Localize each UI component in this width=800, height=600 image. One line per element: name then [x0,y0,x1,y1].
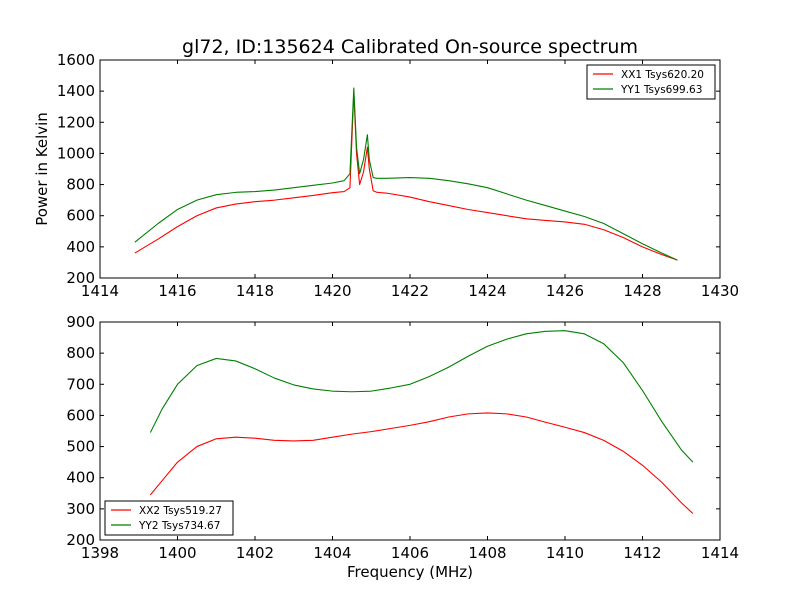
plots: 1414 1416 1418 1420 1422 1424 1426 1428 1430 200 4… [33,51,739,581]
subplot-1-series-group [134,87,678,261]
subplot-2-xtick-label-1: 1400 [158,544,196,562]
subplot-2-legend-frame [104,500,234,536]
subplot-1: 1414 1416 1418 1420 1422 1424 1426 1428 1430 200 4… [33,51,739,300]
subplot-1-xtick-label-5: 1424 [468,282,506,300]
subplot-2-xtick-label-2: 1402 [236,544,274,562]
subplot-1-legend-label-1: XX1 Tsys620.20 [621,69,704,81]
subplot-2-xtick-label-7: 1412 [623,544,661,562]
subplot-1-ytick-label-1: 400 [66,238,95,256]
subplot-2-xtick-label-3: 1404 [313,544,351,562]
subplot-2-legend: XX2 Tsys519.27 YY2 Tsys734.67 [104,500,234,536]
subplot-2-series-line-2 [149,330,694,463]
subplot-2-legend-label-1: XX2 Tsys519.27 [139,505,222,517]
subplot-1-ytick-label-0: 200 [66,269,95,287]
subplot-1-legend-label-2: YY1 Tsys699.63 [620,84,702,96]
subplot-2-series-group [149,330,694,514]
subplot-2-xtick-label-0: 1398 [81,544,119,562]
subplot-2-xlabel: Frequency (MHz) [347,563,473,581]
subplot-1-ytick-label-2: 600 [66,207,95,225]
subplot-1-xtick-label-3: 1420 [313,282,351,300]
subplot-1-xtick-label-2: 1418 [236,282,274,300]
subplot-1-series-line-1 [134,92,678,261]
subplot-2-xtick-label-8: 1414 [701,544,739,562]
subplot-2-ytick-label-7: 900 [66,313,95,331]
subplot-2-xtick-label-5: 1408 [468,544,506,562]
subplot-2-ytick-label-0: 200 [66,531,95,549]
subplot-2: 1398 1400 1402 1404 1406 1408 1410 1412 1414 200 3… [66,313,739,581]
subplot-2-ytick-label-4: 600 [66,406,95,424]
subplot-1-ytick-label-3: 800 [66,176,95,194]
subplot-1-ylabel: Power in Kelvin [33,112,51,226]
subplot-2-ytick-label-3: 500 [66,438,95,456]
subplot-1-xtick-label-6: 1426 [546,282,584,300]
subplot-2-ytick-label-6: 800 [66,344,95,362]
subplot-1-xtick-label-8: 1430 [701,282,739,300]
subplot-1-legend: XX1 Tsys620.20 YY1 Tsys699.63 [586,64,716,100]
subplot-1-xtick-label-0: 1414 [81,282,119,300]
subplot-2-legend-label-2: YY2 Tsys734.67 [138,520,220,532]
subplot-2-xtick-label-6: 1410 [546,544,584,562]
figure-title: gl72, ID:135624 Calibrated On-source spe… [182,36,638,58]
subplot-1-series-line-2 [134,87,678,261]
subplot-1-xtick-label-1: 1416 [158,282,196,300]
subplot-1-xtick-label-7: 1428 [623,282,661,300]
subplot-1-ytick-label-6: 1400 [57,82,95,100]
subplot-1-ytick-label-4: 1000 [57,144,95,162]
subplot-2-ytick-label-5: 700 [66,375,95,393]
subplot-1-xtick-label-4: 1422 [391,282,429,300]
subplot-2-ytick-label-2: 400 [66,469,95,487]
subplot-1-ytick-label-7: 1600 [57,51,95,69]
subplot-2-ytick-label-1: 300 [66,500,95,518]
subplot-1-ytick-label-5: 1200 [57,113,95,131]
subplot-2-series-line-1 [149,412,694,514]
subplot-2-xtick-label-4: 1406 [391,544,429,562]
subplot-1-legend-frame [586,64,716,100]
